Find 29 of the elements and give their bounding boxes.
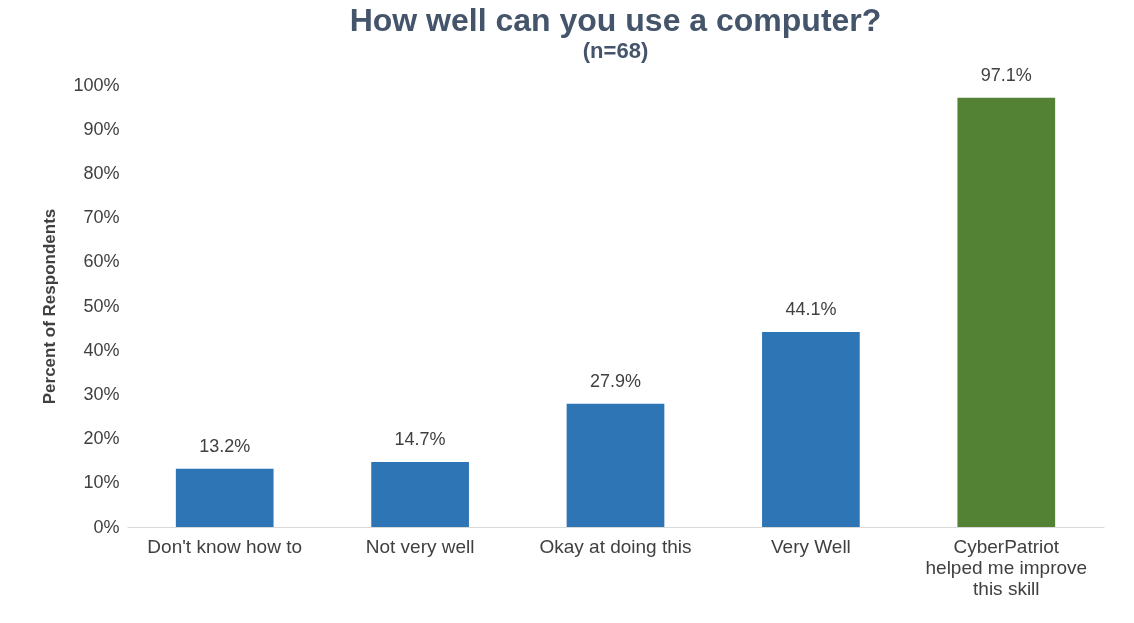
y-tick-label: 80% bbox=[83, 162, 120, 183]
y-tick-label: 70% bbox=[83, 207, 120, 228]
y-tick-label: 20% bbox=[83, 428, 120, 449]
bar bbox=[371, 462, 469, 527]
x-tick-label: Okay at doing this bbox=[539, 535, 692, 557]
y-tick-label: 30% bbox=[83, 383, 120, 404]
y-tick-label: 0% bbox=[93, 516, 120, 537]
data-label: 44.1% bbox=[785, 299, 837, 320]
y-tick-label: 40% bbox=[83, 339, 120, 360]
y-tick-label: 50% bbox=[83, 295, 120, 316]
x-tick-label: Don't know how to bbox=[147, 535, 303, 557]
bar bbox=[957, 97, 1056, 527]
data-label: 14.7% bbox=[394, 429, 446, 450]
bar bbox=[762, 332, 860, 527]
bar bbox=[175, 468, 274, 527]
y-tick-label: 10% bbox=[83, 472, 120, 493]
x-tick-label: Not very well bbox=[365, 535, 475, 557]
data-label: 13.2% bbox=[199, 435, 251, 456]
y-axis-title: Percent of Respondents bbox=[40, 208, 60, 405]
x-tick-label: Very Well bbox=[770, 535, 851, 557]
chart-title: How well can you use a computer? bbox=[349, 1, 882, 38]
data-label: 27.9% bbox=[589, 370, 642, 391]
y-tick-label: 100% bbox=[73, 74, 120, 95]
bar bbox=[566, 403, 665, 527]
y-tick-label: 90% bbox=[83, 118, 120, 139]
y-tick-label: 60% bbox=[83, 251, 120, 272]
x-tick-label: CyberPatriot helped me improve this skill bbox=[925, 535, 1088, 599]
chart-subtitle: (n=68) bbox=[582, 37, 649, 63]
data-label: 97.1% bbox=[980, 64, 1032, 85]
